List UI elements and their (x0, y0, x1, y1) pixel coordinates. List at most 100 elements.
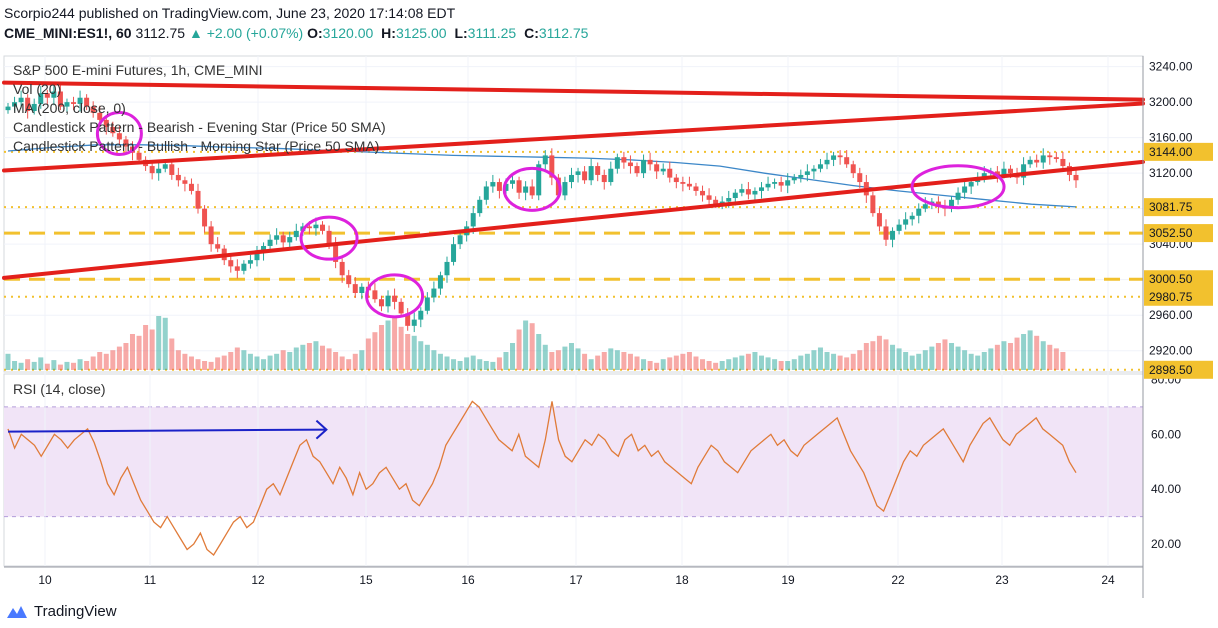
volume-bar (182, 353, 188, 370)
volume-bar (261, 359, 267, 370)
volume-bar (831, 353, 837, 370)
volume-bar (706, 361, 712, 370)
publisher-line: Scorpio244 published on TradingView.com,… (4, 5, 456, 21)
candle-body (71, 102, 77, 104)
volume-bar (962, 350, 968, 370)
candle-body (968, 182, 974, 187)
high-value: 3125.00 (395, 25, 447, 41)
volume-bar (660, 359, 666, 370)
volume-bar (1040, 341, 1046, 370)
price-level-label: 2980.75 (1149, 290, 1193, 304)
candle-body (752, 190, 758, 195)
volume-bar (975, 355, 981, 370)
candle-body (1007, 168, 1013, 174)
volume-bar (621, 352, 627, 370)
candle-body (64, 102, 70, 107)
legend-evening-star: Candlestick Pattern - Bearish - Evening … (13, 119, 386, 135)
volume-bar (752, 352, 758, 370)
low-label: L: (454, 25, 468, 41)
candle-body (51, 91, 57, 98)
candle-body (274, 235, 280, 240)
volume-bar (156, 316, 162, 370)
candle-body (1060, 158, 1066, 167)
candle-body (470, 213, 476, 227)
price-level-tag (1144, 198, 1213, 217)
candle-body (627, 162, 633, 167)
volume-bar (876, 335, 882, 370)
candle-body (791, 177, 797, 181)
candle-body (5, 106, 11, 111)
candle-body (647, 159, 653, 165)
volume-bar (116, 346, 122, 370)
volume-bar (778, 361, 784, 370)
volume-bar (71, 362, 77, 370)
volume-bar (254, 356, 260, 370)
candle-body (496, 182, 502, 191)
price-level-label: 2898.50 (1149, 363, 1193, 377)
volume-bar (765, 357, 771, 370)
candle-body (1001, 168, 1007, 175)
volume-bar (739, 355, 745, 370)
candle-body (955, 192, 961, 200)
volume-bar (424, 344, 430, 370)
volume-bar (326, 348, 332, 370)
price-level-tag (1144, 270, 1213, 289)
volume-bar (824, 352, 830, 370)
volume-bar (791, 359, 797, 370)
volume-bar (5, 353, 11, 370)
volume-bar (339, 356, 345, 370)
volume-bar (1053, 348, 1059, 370)
time-tick-label: 24 (1101, 573, 1115, 587)
candle-body (12, 102, 18, 107)
volume-bar (470, 355, 476, 370)
candle-body (234, 266, 240, 271)
volume-bar (608, 348, 614, 370)
legend-volume: Vol (20) (13, 81, 62, 97)
candle-body (614, 157, 620, 169)
volume-bar (300, 344, 306, 370)
rsi-tick-label: 60.00 (1151, 427, 1181, 441)
volume-bar (1047, 344, 1053, 370)
candle-body (621, 157, 627, 163)
legend-ma: MA (200, close, 0) (13, 100, 126, 116)
volume-bar (654, 362, 660, 370)
volume-bar (169, 338, 175, 370)
candle-body (293, 230, 299, 238)
candle-body (870, 195, 876, 214)
candle-body (798, 174, 804, 178)
volume-bar (863, 343, 869, 370)
trendline-1 (2, 101, 1145, 173)
candle-body (228, 260, 234, 267)
close-label: C: (524, 25, 539, 41)
volume-bar (516, 329, 522, 370)
candle-body (136, 152, 142, 160)
volume-bar (359, 350, 365, 370)
volume-bar (686, 352, 692, 370)
pattern-ellipse (365, 273, 425, 319)
volume-bar (804, 353, 810, 370)
candle-body (778, 182, 784, 186)
candle-body (516, 180, 522, 193)
volume-bar (378, 325, 384, 370)
volume-bar (215, 357, 221, 370)
volume-bar (1034, 335, 1040, 370)
volume-bar (614, 350, 620, 370)
volume-bar (57, 364, 63, 370)
volume-bar (929, 346, 935, 370)
volume-bar (542, 344, 548, 370)
legend-morning-star: Candlestick Pattern - Bullish - Morning … (13, 138, 380, 154)
volume-bar (202, 361, 208, 370)
volume-bar (935, 343, 941, 370)
candle-body (883, 226, 889, 240)
volume-bar (228, 352, 234, 370)
candle-body (994, 171, 1000, 175)
candle-body (758, 187, 764, 191)
volume-bar (188, 356, 194, 370)
volume-bar (673, 355, 679, 370)
volume-bar (582, 353, 588, 370)
candle-body (804, 171, 810, 175)
volume-bar (510, 343, 516, 370)
volume-bar (844, 357, 850, 370)
rsi-tick-label: 40.00 (1151, 482, 1181, 496)
